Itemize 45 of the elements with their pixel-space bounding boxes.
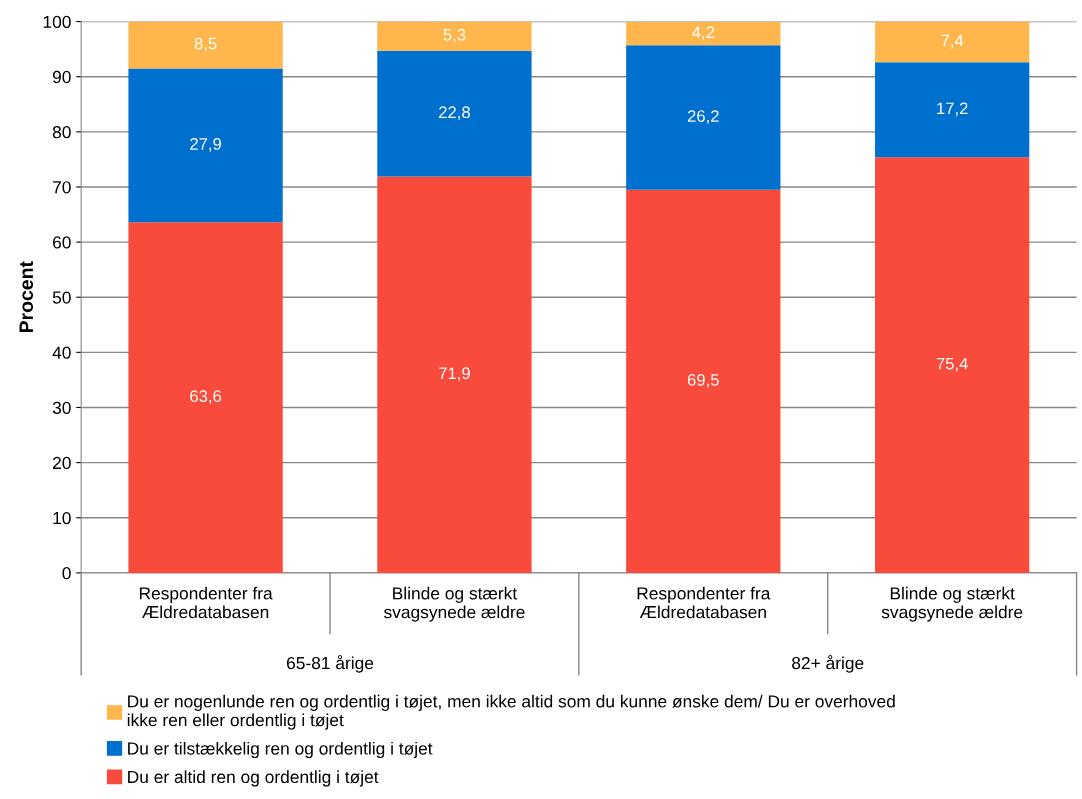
y-axis-title: Procent xyxy=(19,261,34,333)
x-tick-label: Blinde og stærkt svagsynede ældre xyxy=(881,586,1023,622)
bar xyxy=(626,45,781,190)
bar xyxy=(128,21,283,69)
y-tick-label: 0 xyxy=(62,567,71,580)
legend-label: Du er tilstækkelig ren og ordentlig i tøjet xyxy=(128,741,433,759)
data-label: 75,4 xyxy=(936,357,968,372)
bar xyxy=(875,21,1030,63)
bar xyxy=(128,222,283,573)
legend-label: Du er altid ren og ordentlig i tøjet xyxy=(128,770,379,787)
y-tick-label: 50 xyxy=(52,291,71,304)
bar xyxy=(377,21,532,51)
data-label: 7,4 xyxy=(941,34,964,49)
data-label: 69,5 xyxy=(687,373,719,388)
x-tick-label: Respondenter fra Ældredatabasen xyxy=(637,586,771,619)
data-label: 17,2 xyxy=(937,102,968,117)
data-label: 5,3 xyxy=(443,28,466,43)
text: 82+ årige xyxy=(792,655,864,673)
y-tick-label: 20 xyxy=(52,456,71,470)
y-tick-label: 40 xyxy=(52,346,71,359)
text: 65-81 årige xyxy=(286,655,374,673)
data-label: 22,8 xyxy=(439,106,470,121)
y-tick-label: 30 xyxy=(52,401,71,414)
data-label: 4,2 xyxy=(692,26,715,41)
y-tick-label: 90 xyxy=(52,70,71,84)
bar xyxy=(875,157,1030,573)
bar xyxy=(626,22,781,46)
data-label: 27,9 xyxy=(190,138,222,152)
x-tick-label: Respondenter fra Ældredatabasen xyxy=(139,586,273,619)
bar xyxy=(626,189,781,573)
data-label: 26,2 xyxy=(687,110,719,124)
x-tick-label: Blinde og stærkt svagsynede ældre xyxy=(383,586,525,622)
data-label: 63,6 xyxy=(190,390,222,405)
y-tick-label: 70 xyxy=(53,181,71,194)
legend-label: Du er nogenlunde ren og ordentlig i tøjet, men ikke altid som du kunne ønske dem/ Du er overhoved ikke ren eller ordentlig i tøjet xyxy=(127,694,895,730)
bar xyxy=(128,68,283,223)
y-tick-label: 60 xyxy=(53,236,71,249)
bar xyxy=(377,50,532,177)
y-tick-label: 100 xyxy=(43,15,71,29)
bar xyxy=(377,176,532,573)
bar xyxy=(875,62,1030,158)
y-tick-label: 80 xyxy=(52,126,71,139)
data-label: 71,9 xyxy=(439,367,470,382)
y-tick-label: 10 xyxy=(53,511,71,525)
data-label: 8,5 xyxy=(194,37,217,52)
